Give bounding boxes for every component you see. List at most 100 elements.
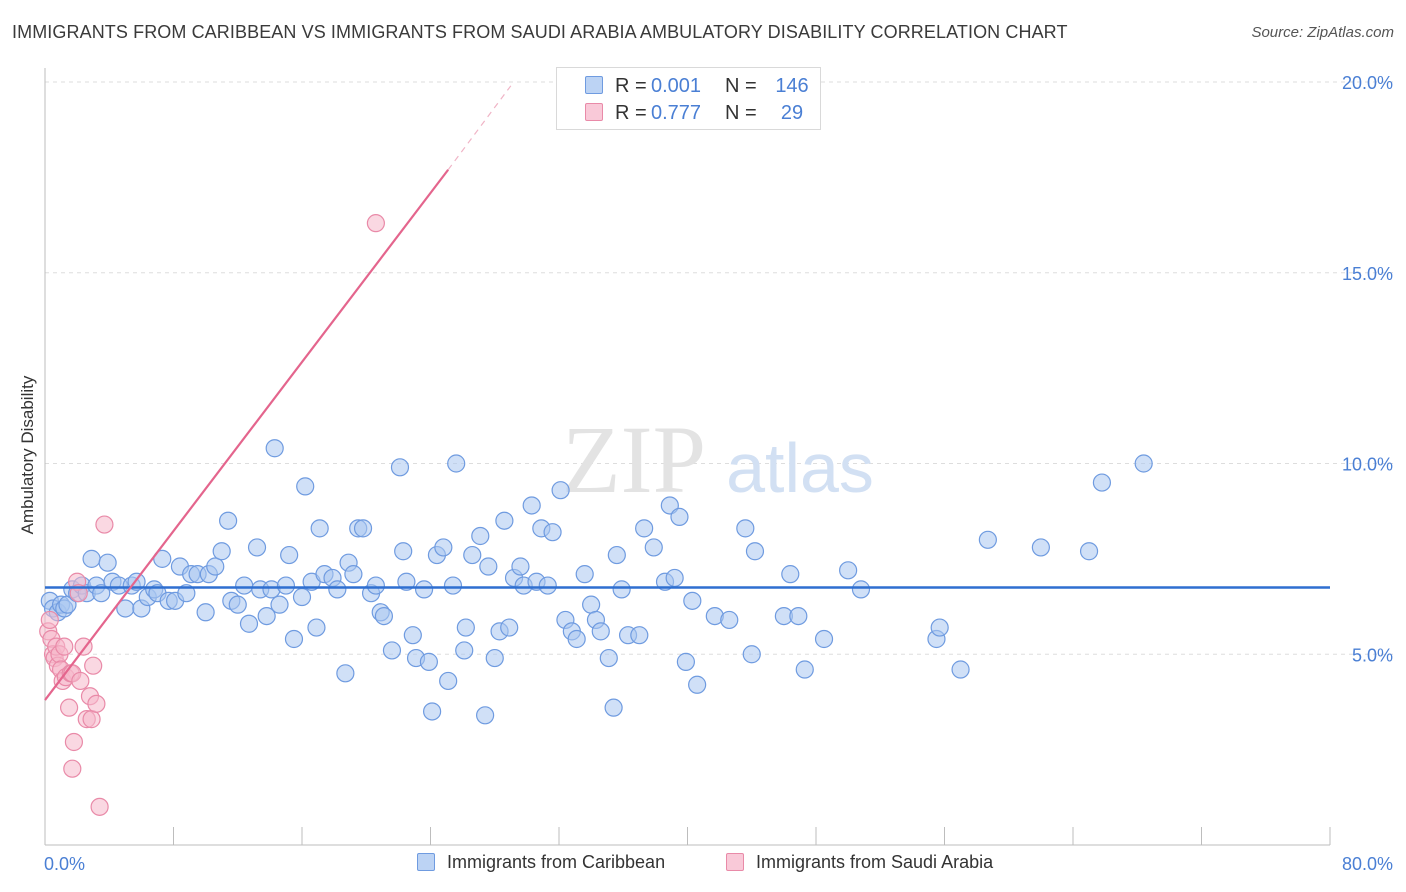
n-value: 146: [775, 75, 809, 97]
caribbean-point: [374, 606, 394, 626]
caribbean-point: [414, 580, 434, 599]
caribbean-point: [742, 645, 761, 664]
caribbean-point: [219, 511, 238, 530]
caribbean-point: [247, 538, 267, 557]
caribbean-point: [419, 652, 438, 671]
caribbean-point: [839, 561, 858, 580]
n-value: 29: [780, 102, 804, 124]
saudi-trend-line: [44, 169, 450, 701]
caribbean-point: [328, 580, 347, 599]
caribbean-point: [276, 576, 296, 595]
legend-label-caribbean: Immigrants from Caribbean: [447, 852, 666, 872]
watermark-zip: ZIP: [562, 406, 706, 513]
caribbean-point: [599, 648, 618, 668]
caribbean-point: [228, 595, 247, 614]
caribbean-point: [270, 595, 289, 614]
caribbean-point: [439, 671, 458, 691]
watermark: ZIP atlas: [562, 406, 874, 513]
caribbean-point: [676, 652, 695, 671]
caribbean-point: [463, 545, 482, 565]
caribbean-point: [471, 526, 490, 546]
r-label: R =: [615, 102, 647, 124]
caribbean-point: [495, 511, 514, 530]
caribbean-point: [82, 549, 101, 568]
caribbean-point: [265, 439, 284, 458]
caribbean-point: [280, 545, 299, 565]
caribbean-point: [455, 641, 474, 660]
caribbean-point: [543, 523, 562, 542]
caribbean-point: [665, 568, 684, 588]
caribbean-point: [434, 538, 453, 557]
caribbean-point: [795, 660, 814, 679]
axes: [44, 68, 1331, 846]
caribbean-point: [522, 496, 541, 515]
saudi-swatch: [585, 103, 603, 121]
caribbean-point: [1134, 454, 1153, 473]
trend-lines: [44, 85, 1330, 701]
caribbean-point: [257, 606, 276, 626]
r-label: R =: [615, 75, 647, 97]
caribbean-point: [720, 610, 739, 630]
caribbean-point: [479, 557, 498, 576]
caribbean-point: [683, 591, 702, 610]
caribbean-point: [366, 576, 385, 595]
caribbean-point: [403, 626, 422, 645]
legend-item-caribbean[interactable]: Immigrants from Caribbean: [417, 852, 665, 873]
caribbean-point: [310, 519, 329, 538]
caribbean-point: [447, 454, 466, 473]
caribbean-point: [284, 629, 304, 649]
legend-label-saudi: Immigrants from Saudi Arabia: [756, 852, 994, 872]
caribbean-point: [394, 542, 413, 561]
caribbean-point: [951, 660, 970, 679]
caribbean-point: [688, 675, 707, 694]
caribbean-swatch: [417, 853, 435, 871]
caribbean-point: [206, 557, 225, 576]
caribbean-point: [607, 545, 626, 565]
caribbean-point: [235, 576, 254, 595]
caribbean-point: [1031, 538, 1050, 557]
caribbean-point: [511, 557, 530, 576]
saudi-trend-extension: [447, 85, 512, 171]
chart-title: IMMIGRANTS FROM CARIBBEAN VS IMMIGRANTS …: [12, 22, 1068, 42]
caribbean-point: [344, 565, 363, 584]
caribbean-point: [92, 584, 111, 603]
caribbean-point: [292, 587, 312, 607]
caribbean-point: [575, 565, 594, 584]
saudi-point: [90, 797, 109, 816]
saudi-point: [71, 671, 90, 691]
y-tick-label: 20.0%: [1342, 73, 1393, 93]
y-tick-label: 15.0%: [1342, 264, 1393, 284]
data-points: [39, 214, 1153, 816]
caribbean-point: [789, 606, 808, 626]
saudi-point: [40, 610, 59, 630]
caribbean-swatch: [585, 76, 603, 94]
caribbean-point: [353, 519, 373, 538]
saudi-swatch: [726, 853, 744, 871]
saudi-point: [84, 656, 103, 675]
saudi-point: [55, 637, 74, 656]
saudi-point: [64, 732, 84, 752]
legend-item-saudi[interactable]: Immigrants from Saudi Arabia: [726, 852, 993, 873]
caribbean-point: [390, 458, 410, 477]
caribbean-point: [239, 614, 259, 633]
caribbean-point: [930, 618, 949, 637]
caribbean-point: [397, 572, 416, 591]
saudi-point: [63, 759, 82, 778]
caribbean-point: [196, 603, 215, 622]
y-axis-label: Ambulatory Disability: [18, 375, 37, 535]
gridlines: [45, 81, 1393, 655]
caribbean-point: [745, 542, 765, 561]
caribbean-point: [612, 580, 631, 599]
caribbean-point: [582, 595, 601, 614]
caribbean-point: [670, 507, 689, 527]
x-tick-label: 0.0%: [44, 854, 85, 874]
caribbean-point: [551, 481, 570, 500]
caribbean-point: [781, 565, 800, 584]
n-label: N =: [725, 75, 757, 97]
r-value: 0.777: [651, 102, 702, 124]
caribbean-point: [476, 706, 495, 725]
caribbean-point: [1092, 473, 1112, 492]
caribbean-point: [604, 698, 623, 717]
caribbean-point: [1079, 542, 1099, 561]
caribbean-point: [591, 622, 610, 641]
